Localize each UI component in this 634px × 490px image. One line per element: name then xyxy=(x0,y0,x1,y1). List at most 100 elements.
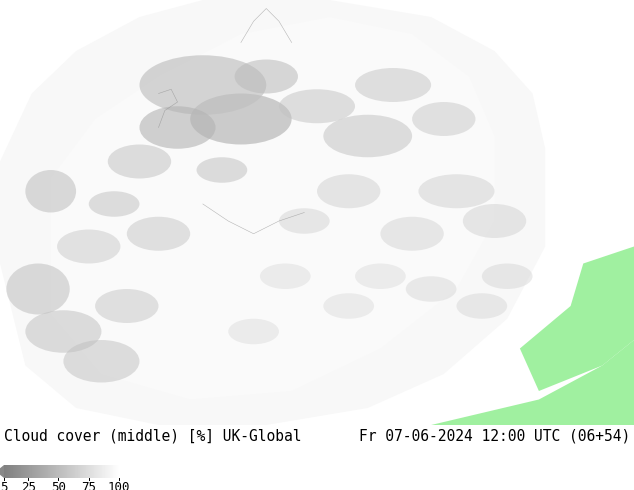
Bar xyxy=(79,465,80,478)
Bar xyxy=(61,465,62,478)
Bar xyxy=(22,465,23,478)
Bar xyxy=(36,465,37,478)
Bar xyxy=(80,465,81,478)
Bar xyxy=(63,465,64,478)
Bar xyxy=(67,465,68,478)
Bar xyxy=(35,465,36,478)
Bar xyxy=(103,465,104,478)
Ellipse shape xyxy=(260,264,311,289)
Bar xyxy=(95,465,96,478)
Polygon shape xyxy=(520,246,634,391)
Bar xyxy=(115,465,117,478)
Bar xyxy=(68,465,69,478)
Bar xyxy=(43,465,44,478)
Ellipse shape xyxy=(279,89,355,123)
Bar xyxy=(36,465,37,478)
Bar xyxy=(91,465,93,478)
Polygon shape xyxy=(51,17,495,399)
Bar xyxy=(23,465,24,478)
Bar xyxy=(17,465,18,478)
Bar xyxy=(104,465,105,478)
Bar xyxy=(77,465,79,478)
Bar xyxy=(58,465,59,478)
Bar xyxy=(39,465,40,478)
Bar xyxy=(110,465,111,478)
Bar xyxy=(30,465,31,478)
Bar xyxy=(57,465,58,478)
Bar xyxy=(85,465,86,478)
Bar xyxy=(4,465,6,478)
Bar xyxy=(79,465,80,478)
Bar xyxy=(53,465,55,478)
Bar xyxy=(72,465,74,478)
Bar xyxy=(28,465,29,478)
Bar xyxy=(11,465,12,478)
Bar xyxy=(113,465,114,478)
Bar xyxy=(110,465,111,478)
Bar xyxy=(48,465,49,478)
Bar xyxy=(86,465,87,478)
Bar xyxy=(55,465,56,478)
Polygon shape xyxy=(0,465,4,478)
Bar xyxy=(75,465,76,478)
Bar xyxy=(48,465,49,478)
Bar xyxy=(33,465,34,478)
Bar xyxy=(96,465,98,478)
Bar xyxy=(38,465,39,478)
Bar xyxy=(83,465,84,478)
Bar xyxy=(40,465,41,478)
Bar xyxy=(108,465,109,478)
Bar xyxy=(52,465,53,478)
Bar xyxy=(21,465,22,478)
Bar xyxy=(9,465,10,478)
Ellipse shape xyxy=(418,174,495,208)
Ellipse shape xyxy=(139,55,266,115)
Bar xyxy=(112,465,113,478)
Bar xyxy=(78,465,79,478)
Ellipse shape xyxy=(228,319,279,344)
Bar xyxy=(16,465,18,478)
Bar xyxy=(18,465,19,478)
Bar xyxy=(92,465,93,478)
Bar xyxy=(64,465,65,478)
Bar xyxy=(114,465,115,478)
Bar xyxy=(97,465,98,478)
Bar xyxy=(70,465,71,478)
Bar xyxy=(55,465,56,478)
Ellipse shape xyxy=(63,340,139,383)
Bar xyxy=(84,465,85,478)
Bar xyxy=(105,465,106,478)
Bar xyxy=(103,465,105,478)
Bar xyxy=(49,465,50,478)
Bar xyxy=(60,465,61,478)
Bar xyxy=(30,465,31,478)
Bar xyxy=(7,465,8,478)
Bar xyxy=(117,465,118,478)
Bar xyxy=(37,465,38,478)
Bar xyxy=(46,465,48,478)
Bar xyxy=(42,465,43,478)
Polygon shape xyxy=(0,0,545,425)
Ellipse shape xyxy=(108,145,171,178)
Bar xyxy=(96,465,97,478)
Bar xyxy=(109,465,110,478)
Bar xyxy=(60,465,61,478)
Bar xyxy=(44,465,45,478)
Bar xyxy=(40,465,41,478)
Bar xyxy=(94,465,95,478)
Bar xyxy=(46,465,47,478)
Bar xyxy=(98,465,99,478)
Bar xyxy=(25,465,26,478)
Bar xyxy=(62,465,63,478)
Ellipse shape xyxy=(279,208,330,234)
Ellipse shape xyxy=(235,59,298,94)
Bar xyxy=(15,465,16,478)
Ellipse shape xyxy=(89,191,139,217)
Ellipse shape xyxy=(456,293,507,319)
Bar xyxy=(101,465,102,478)
Bar xyxy=(34,465,35,478)
Bar xyxy=(6,465,7,478)
Ellipse shape xyxy=(139,106,216,149)
Text: 25: 25 xyxy=(21,481,36,490)
Ellipse shape xyxy=(190,94,292,145)
